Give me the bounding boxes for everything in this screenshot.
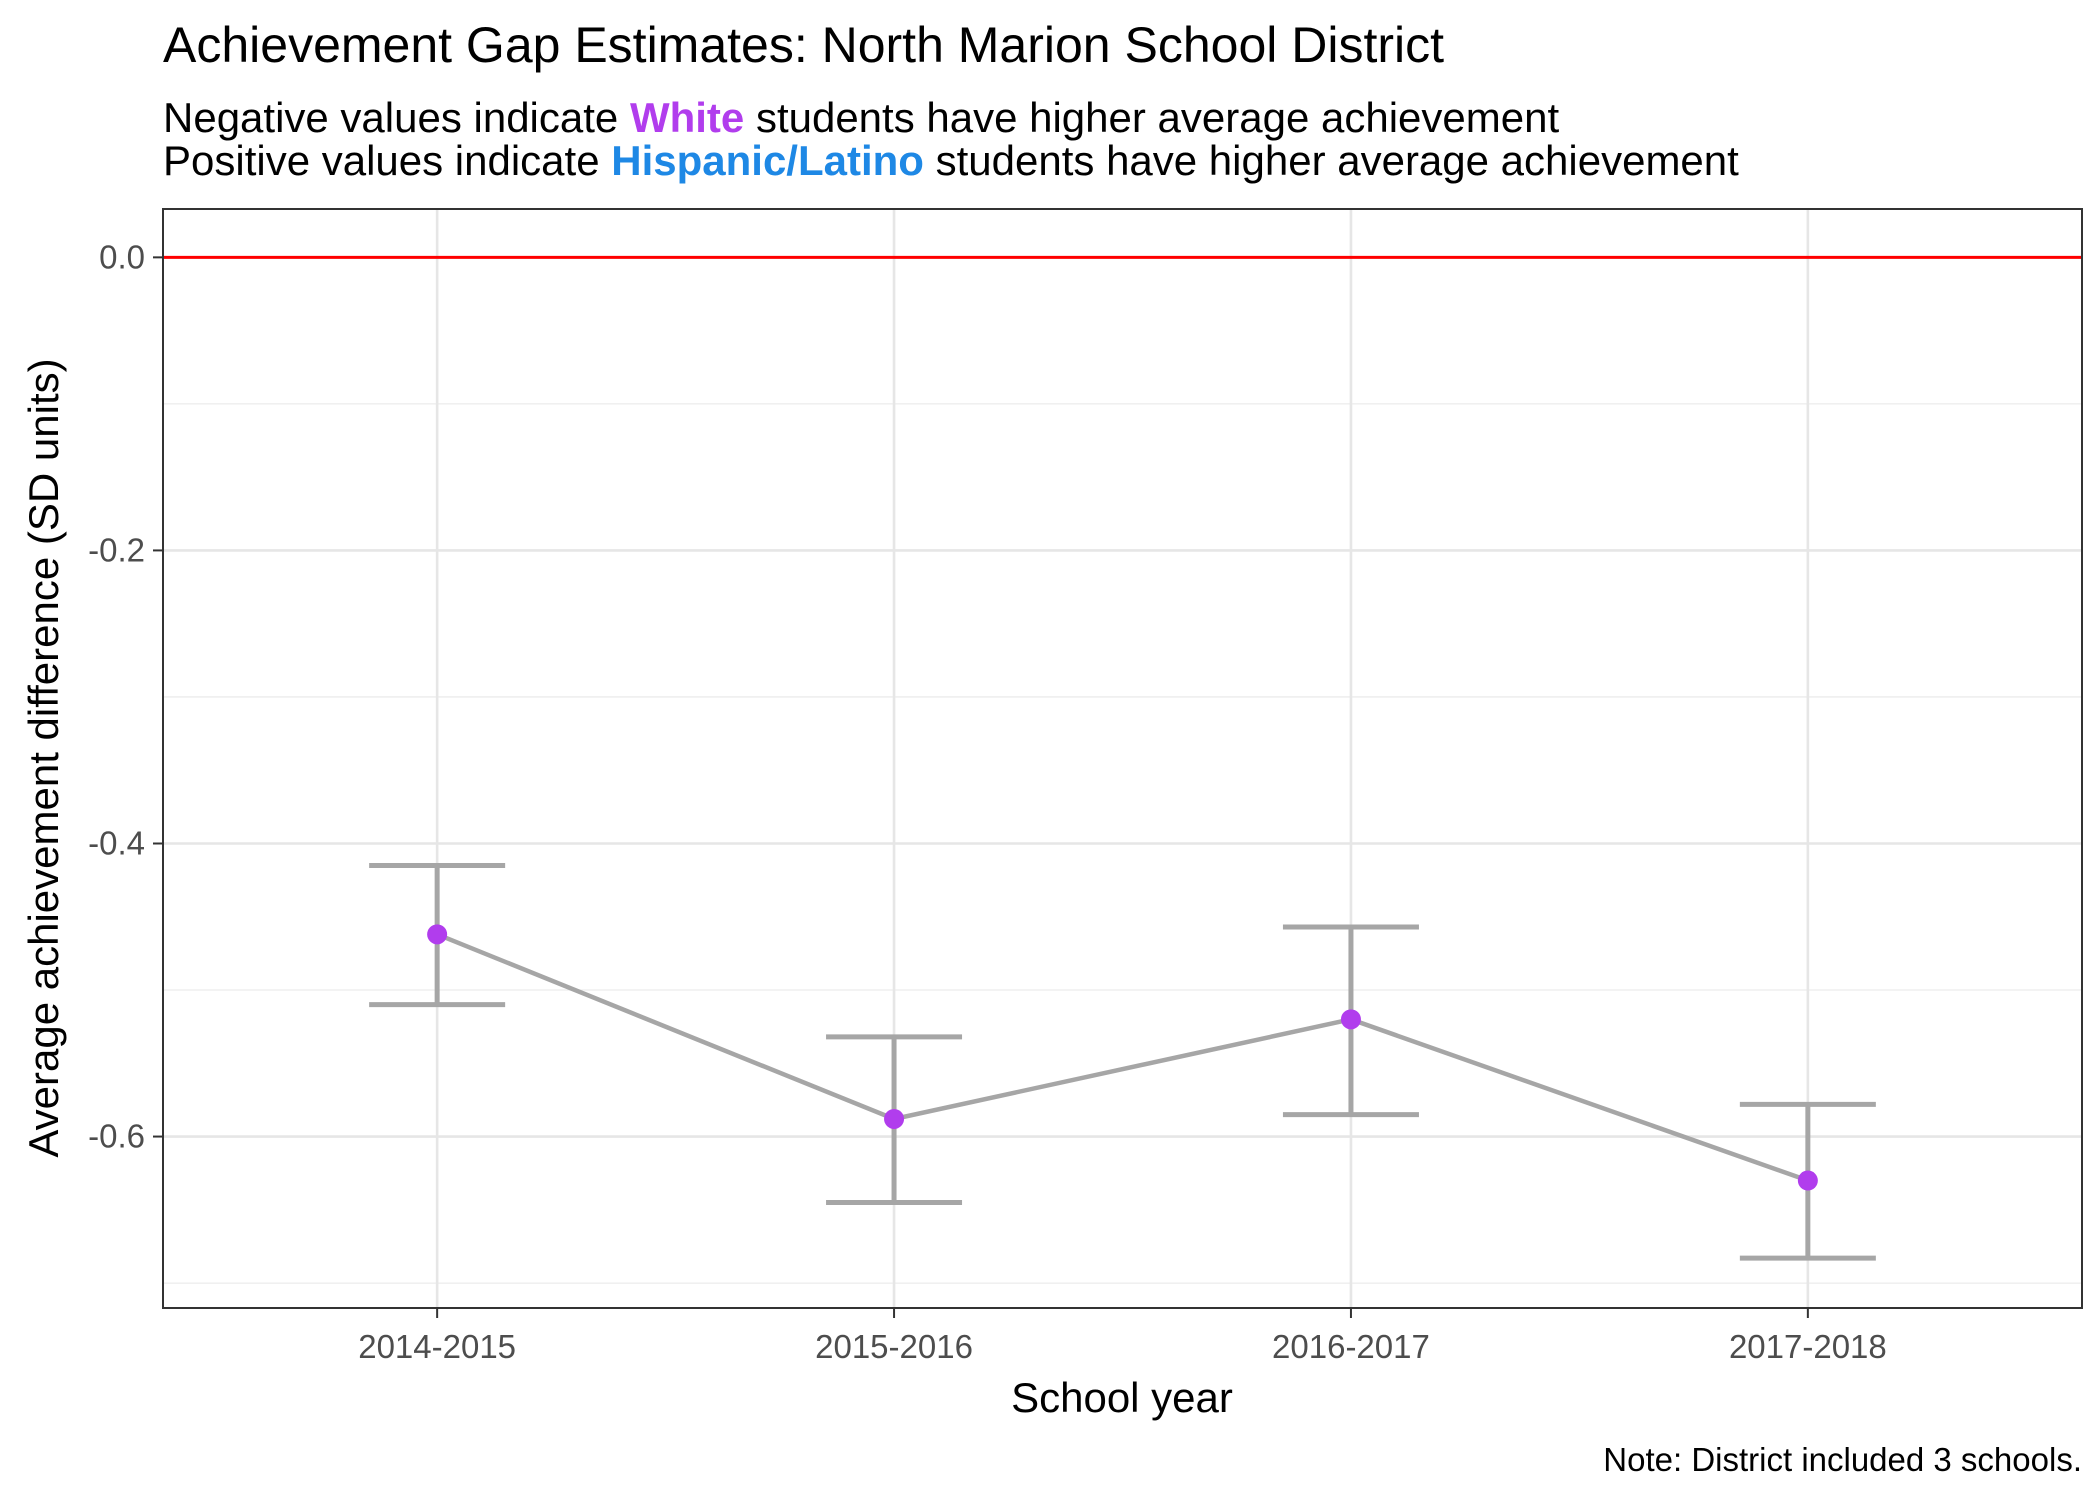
data-point-2014-2015 bbox=[427, 924, 448, 945]
series-line-group bbox=[436, 932, 1809, 1183]
x-tick-label: 2015-2016 bbox=[815, 1328, 973, 1365]
caption-note: Note: District included 3 schools. bbox=[1603, 1441, 2082, 1478]
subtitle-1-highlight: White bbox=[630, 94, 744, 141]
x-tick-label: 2014-2015 bbox=[358, 1328, 516, 1365]
subtitle-line-2: Positive values indicate Hispanic/Latino… bbox=[163, 137, 1739, 184]
error-bars bbox=[369, 862, 1876, 1261]
grid-major bbox=[163, 209, 2082, 1308]
y-axis-title: Average achievement difference (SD units… bbox=[20, 358, 67, 1157]
data-points bbox=[427, 924, 1818, 1191]
y-tick-label: -0.4 bbox=[88, 824, 145, 861]
y-axis: 0.0 -0.2 -0.4 -0.6 bbox=[88, 238, 163, 1155]
y-tick-label: 0.0 bbox=[99, 238, 145, 275]
subtitle-1-prefix: Negative values indicate bbox=[163, 94, 618, 141]
x-axis-title: School year bbox=[1011, 1374, 1233, 1421]
y-tick-label: -0.2 bbox=[88, 531, 145, 568]
chart-title: Achievement Gap Estimates: North Marion … bbox=[163, 17, 1444, 73]
data-point-2017-2018 bbox=[1797, 1170, 1818, 1191]
subtitle-2-suffix: students have higher average achievement bbox=[936, 137, 1740, 184]
subtitle-2-highlight: Hispanic/Latino bbox=[611, 137, 924, 184]
series-line bbox=[436, 932, 1809, 1183]
x-tick-label: 2017-2018 bbox=[1729, 1328, 1887, 1365]
subtitle-line-1: Negative values indicate White students … bbox=[163, 94, 1559, 141]
x-tick-label: 2016-2017 bbox=[1272, 1328, 1430, 1365]
subtitle-1-suffix: students have higher average achievement bbox=[756, 94, 1560, 141]
x-axis: 2014-2015 2015-2016 2016-2017 2017-2018 bbox=[358, 1308, 1887, 1365]
data-point-2015-2016 bbox=[884, 1108, 905, 1129]
data-point-2016-2017 bbox=[1340, 1009, 1361, 1030]
subtitle-2-prefix: Positive values indicate bbox=[163, 137, 600, 184]
panel-border bbox=[162, 208, 2083, 1309]
y-tick-label: -0.6 bbox=[88, 1118, 145, 1155]
grid-minor bbox=[163, 403, 2082, 1284]
